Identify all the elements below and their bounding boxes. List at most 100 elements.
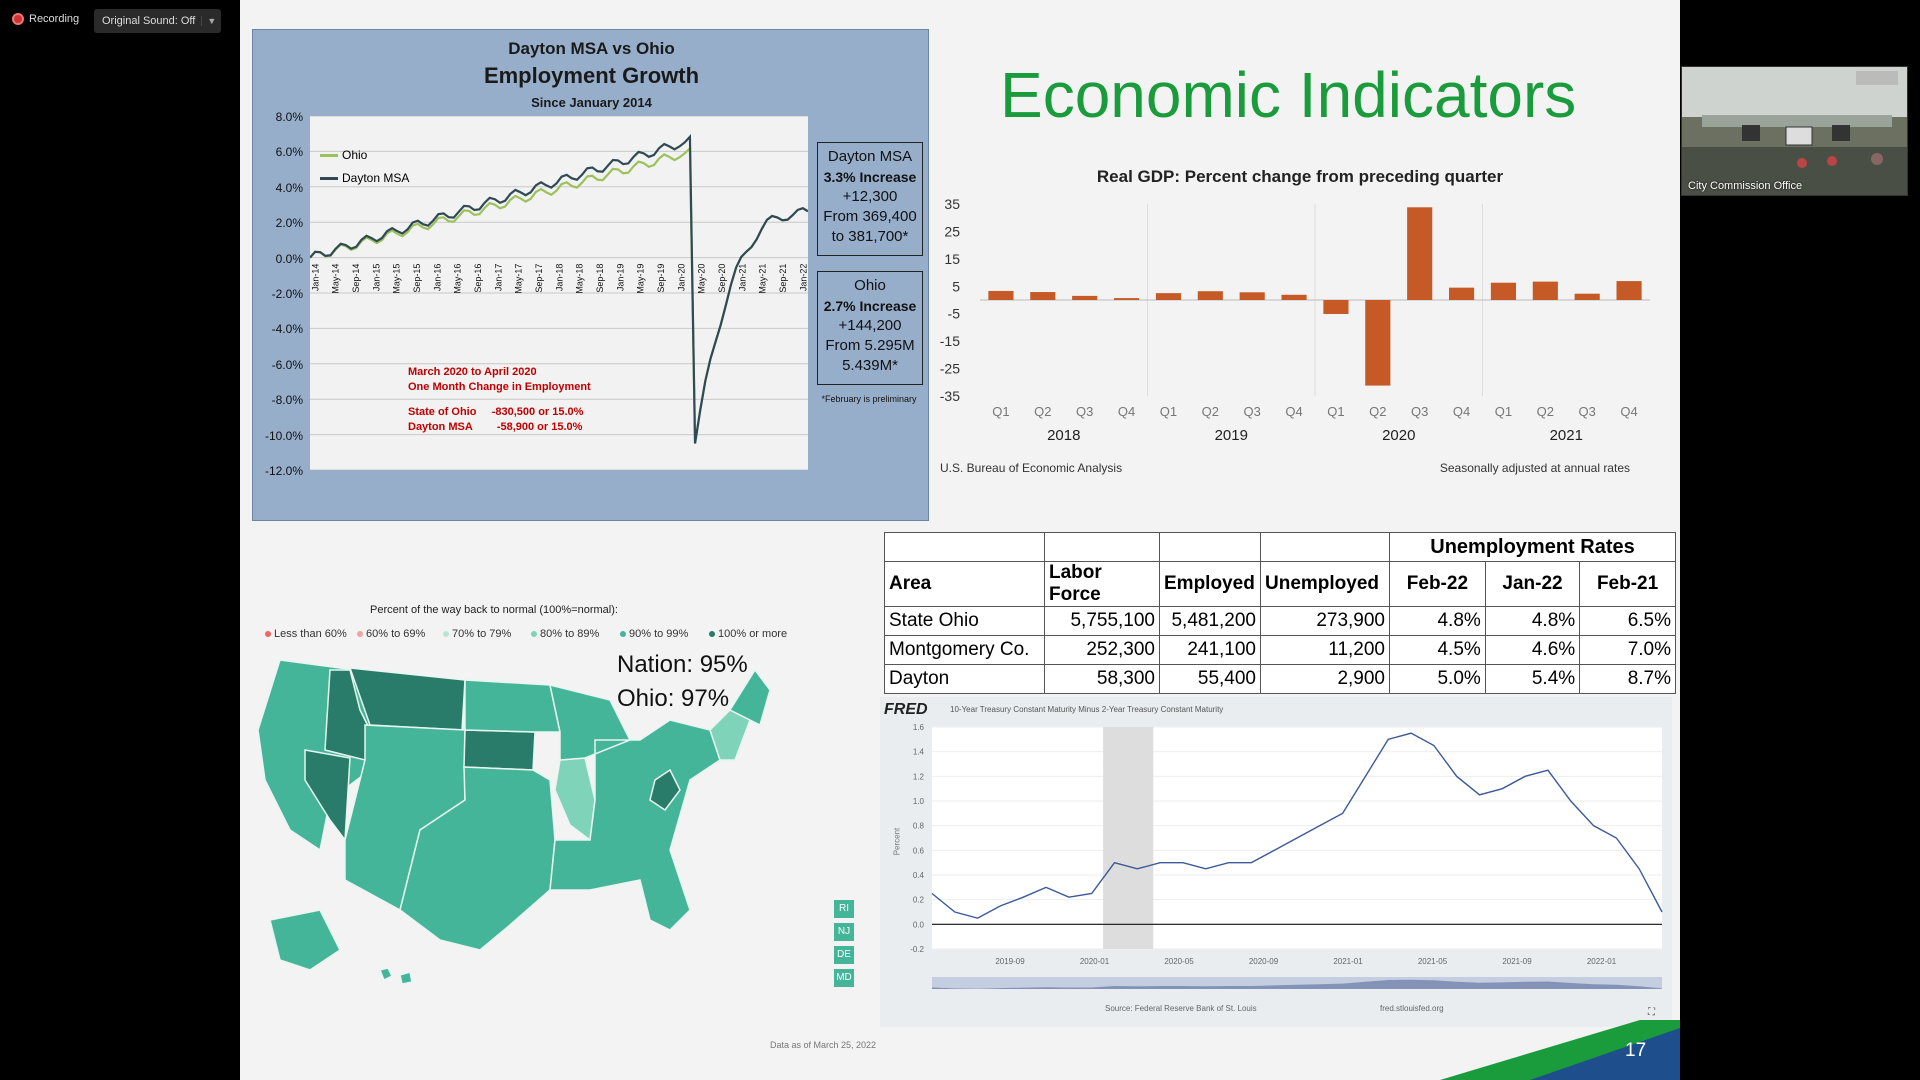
column-header: Jan-22 [1484, 561, 1581, 607]
fred-chart: FRED 10-Year Treasury Constant Maturity … [880, 697, 1672, 1027]
dayton-line [309, 134, 809, 444]
x-tick-label: Jan-22 [798, 264, 808, 292]
map-legend-item: 60% to 69% [357, 628, 425, 640]
x-tick-label: May-18 [575, 264, 585, 294]
recession-shading [1103, 727, 1154, 949]
x-tick-label: Q2 [1034, 404, 1051, 419]
gdp-chart: Real GDP: Percent change from preceding … [940, 167, 1650, 475]
map-legend-item: 100% or more [709, 628, 787, 640]
slide-title: Economic Indicators [1000, 59, 1577, 131]
legend-dayton-label: Dayton MSA [342, 171, 410, 185]
table-cell [1159, 532, 1261, 562]
state-chip-de[interactable]: DE [834, 946, 854, 964]
table-cell: 58,300 [1044, 664, 1160, 694]
table-cell [884, 532, 1045, 562]
y-tick-label: -35 [940, 388, 960, 404]
x-tick-label: Q2 [1202, 404, 1219, 419]
zoom-toolbar: Recording Original Sound: Off ▼ [0, 0, 240, 40]
fullscreen-icon[interactable]: ⛶ [1648, 1007, 1655, 1018]
table-cell: 6.5% [1579, 606, 1676, 636]
map-region-central [399, 679, 561, 951]
map-region-alaska [269, 909, 341, 971]
x-tick-label: 2021-09 [1502, 957, 1532, 966]
x-tick-label: May-19 [636, 264, 646, 294]
employment-growth-chart: Dayton MSA vs Ohio Employment Growth Sin… [252, 29, 929, 521]
fred-title: 10-Year Treasury Constant Maturity Minus… [950, 705, 1224, 714]
y-tick-label: 0.0% [275, 251, 303, 266]
y-tick-label: -12.0% [264, 464, 303, 478]
x-tick-label: Q4 [1285, 404, 1302, 419]
map-region-south-dakota [463, 729, 536, 771]
box-line: to 381,700* [831, 228, 909, 245]
chart-period: Since January 2014 [531, 95, 652, 110]
x-tick-label: Q4 [1620, 404, 1637, 419]
table-header-row: Unemployment Rates [884, 532, 1676, 562]
dayton-swatch [320, 176, 338, 180]
table-cell: 5,755,100 [1044, 606, 1160, 636]
gdp-bar [1574, 293, 1600, 300]
ohio-info-box: Ohio 2.7% Increase +144,200 From 5.295M … [817, 271, 923, 385]
map-annotation: Nation: 95% Ohio: 97% [617, 648, 748, 716]
plot-area: Jan-14 May-14 Sep-14 Jan-15 May-15 Sep-15 Jan-… [309, 115, 809, 471]
chevron-down-icon[interactable]: ▼ [201, 16, 221, 26]
x-tick-label: May-15 [392, 264, 402, 294]
gdp-note: Seasonally adjusted at annual rates [1440, 461, 1630, 475]
legend-dot-icon [357, 631, 363, 637]
legend-label: 70% to 79% [452, 628, 512, 640]
note-line: State of Ohio -830,500 or 15.0% [408, 406, 584, 418]
legend-dot-icon [531, 631, 537, 637]
original-sound-button[interactable]: Original Sound: Off ▼ [94, 9, 222, 33]
participant-name: City Commission Office [1688, 180, 1803, 192]
column-header: Feb-22 [1389, 561, 1486, 607]
box-line: +144,200 [838, 317, 902, 334]
gdp-bar [1616, 281, 1642, 300]
spread-line [931, 732, 1663, 919]
y-tick-label: -25 [940, 361, 960, 377]
x-tick-label: Q2 [1537, 404, 1554, 419]
x-tick-label: Sep-16 [473, 264, 483, 293]
legend-dot-icon [265, 631, 271, 637]
legend-ohio: Ohio [320, 148, 367, 162]
table-cell: Montgomery Co. [884, 635, 1045, 665]
state-chip-nj[interactable]: NJ [834, 923, 854, 941]
y-tick-label: 8.0% [275, 110, 303, 124]
y-tick-label: 1.2 [913, 772, 925, 781]
table-cell: 4.6% [1484, 635, 1581, 665]
table-cell: 252,300 [1044, 635, 1160, 665]
table-cell: Dayton [884, 664, 1045, 694]
table-cell [1260, 532, 1390, 562]
y-tick-label: 35 [944, 196, 960, 212]
map-caption: Percent of the way back to normal (100%=… [370, 604, 618, 616]
fred-site: fred.stlouisfed.org [1380, 1004, 1444, 1013]
table-cell: 11,200 [1260, 635, 1390, 665]
map-legend-item: Less than 60% [265, 628, 347, 640]
x-tick-label: Jan-18 [554, 264, 564, 292]
small-state-list: RI NJ DE MD [834, 900, 854, 987]
chart-subtitle: Employment Growth [483, 63, 700, 88]
map-date: Data as of March 25, 2022 [770, 1040, 877, 1050]
map-region-nevada [304, 749, 351, 843]
legend-ohio-label: Ohio [342, 148, 368, 162]
y-tick-label: -0.2 [910, 945, 924, 954]
note-line: March 2020 to April 2020 [408, 366, 537, 378]
state-chip-md[interactable]: MD [834, 969, 854, 987]
participant-video[interactable]: City Commission Office [1681, 66, 1908, 196]
box-line: 2.7% Increase [823, 298, 917, 314]
footnote: *February is preliminary [821, 394, 917, 404]
x-tick-label: Q3 [1244, 404, 1261, 419]
legend-label: 100% or more [718, 628, 788, 640]
state-chip-ri[interactable]: RI [834, 900, 854, 918]
gdp-bar [1239, 292, 1265, 300]
table-cell: 5.0% [1389, 664, 1486, 694]
x-tick-label: 2021-01 [1333, 957, 1363, 966]
y-tick-label: -6.0% [271, 357, 303, 372]
us-map [257, 659, 771, 985]
page-number: 17 [1625, 1040, 1647, 1061]
recording-indicator[interactable]: Recording [12, 13, 79, 25]
x-tick-label: Q3 [1076, 404, 1093, 419]
gdp-bar [1155, 293, 1181, 300]
y-tick-label: 0.2 [913, 896, 925, 905]
fred-ylabel: Percent [892, 827, 902, 856]
legend-dayton: Dayton MSA [320, 171, 409, 185]
box-line: Ohio [854, 277, 886, 294]
